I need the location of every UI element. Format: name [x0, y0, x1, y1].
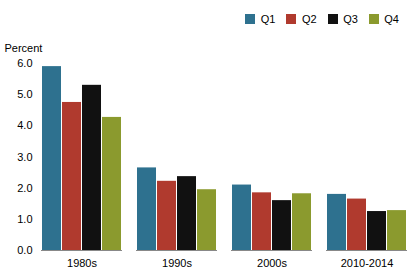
html-text:Q4: Q4	[384, 12, 399, 25]
html-text:Q3: Q3	[343, 12, 358, 25]
svg-text:1990s: 1990s	[162, 257, 192, 269]
svg-text:6.0: 6.0	[17, 57, 32, 69]
svg-text:3.0: 3.0	[17, 150, 32, 162]
svg-text:1980s: 1980s	[67, 257, 97, 269]
svg-text:2000s: 2000s	[257, 257, 287, 269]
svg-text:1.0: 1.0	[17, 212, 32, 224]
svg-text:4.0: 4.0	[17, 119, 32, 131]
html-text:Q1: Q1	[260, 12, 276, 25]
svg-text:Percent: Percent	[5, 42, 43, 54]
svg-text:5.0: 5.0	[17, 88, 32, 100]
svg-text:2.0: 2.0	[17, 181, 32, 193]
html-text:Q2: Q2	[301, 12, 317, 25]
svg-text:2010-2014: 2010-2014	[341, 257, 394, 269]
svg-text:0.0: 0.0	[17, 244, 32, 256]
